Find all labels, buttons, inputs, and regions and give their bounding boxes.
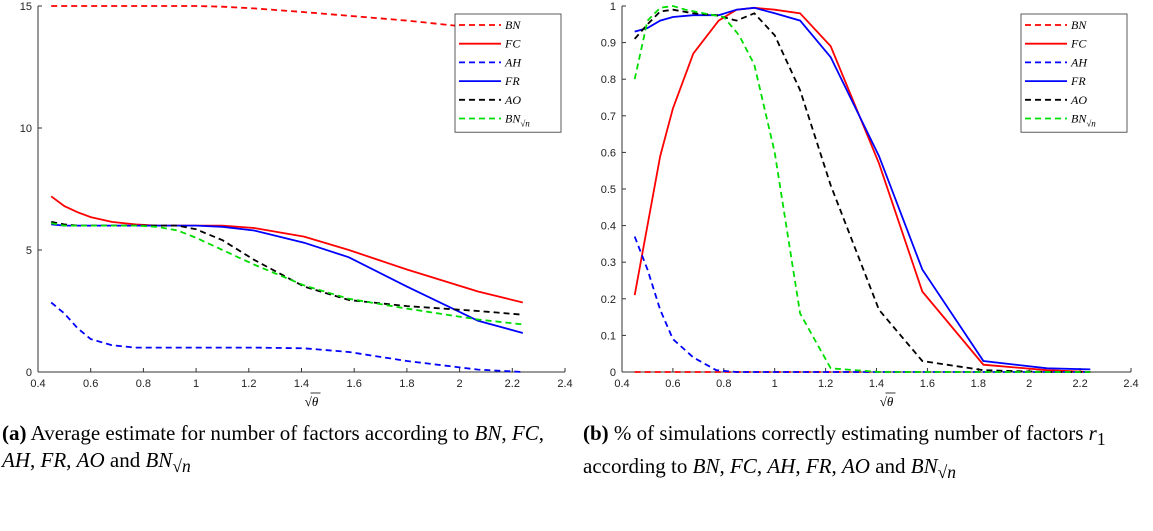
x-tick-label: 1.6 <box>347 378 362 390</box>
legend-box <box>454 13 562 133</box>
x-tick-label: 1.8 <box>399 378 414 390</box>
y-tick-label: 0 <box>610 367 616 379</box>
x-tick-label: 1.2 <box>818 378 833 390</box>
figure-canvas: 0.4 0.6 0.8 1 1.2 1.4 1.6 1.8 2 2.2 2.4051015√θBNF… <box>20 1 1139 409</box>
caption-b-text: % of simulations correctly estimating nu… <box>583 421 1106 483</box>
series-line-BN <box>51 5 523 32</box>
x-tick-label: 1.2 <box>241 378 256 390</box>
legend-label: FR <box>504 74 520 88</box>
series-line-AO <box>634 8 1091 373</box>
x-tick-label: 0.8 <box>716 378 731 390</box>
caption-b-label: (b) <box>583 421 609 445</box>
y-tick-label: 0.5 <box>601 184 616 196</box>
y-tick-label: 5 <box>26 245 32 257</box>
x-tick-label: 2.4 <box>1123 378 1138 390</box>
x-tick-label: 0.4 <box>30 378 45 390</box>
x-tick-label: 1.6 <box>920 378 935 390</box>
x-tick-label: 2.2 <box>505 378 520 390</box>
x-tick-label: 2 <box>1026 378 1032 390</box>
x-tick-label: 1 <box>772 378 778 390</box>
y-tick-label: 0.7 <box>601 111 616 123</box>
caption-b: (b) % of simulations correctly estimatin… <box>583 420 1151 486</box>
x-tick-label: 1.8 <box>971 378 986 390</box>
legend-label: AO <box>504 93 521 107</box>
caption-a-text: Average estimate for number of factors a… <box>2 421 544 477</box>
x-tick-label: 0.6 <box>83 378 98 390</box>
series-line-FC <box>50 195 524 304</box>
x-tick-label: 2.4 <box>557 378 572 390</box>
x-tick-label: 0.6 <box>665 378 680 390</box>
y-tick-label: 0.2 <box>601 294 616 306</box>
y-tick-label: 15 <box>20 1 32 13</box>
y-tick-label: 0.8 <box>601 74 616 86</box>
y-tick-label: 1 <box>610 1 616 13</box>
legend-box <box>1020 13 1128 133</box>
x-tick-label: 1.4 <box>869 378 884 390</box>
y-tick-label: 0.3 <box>601 257 616 269</box>
chart-b: 0.4 0.6 0.8 1 1.2 1.4 1.6 1.8 2 2.2 2.4 0 0.1 0.2 0.3 0… <box>601 1 1139 409</box>
series-line-AH <box>633 236 1091 373</box>
x-tick-label: 2 <box>457 378 463 390</box>
legend-label: BN <box>1071 18 1087 32</box>
x-tick-label: 0.4 <box>614 378 629 390</box>
legend-label: AO <box>1070 93 1087 107</box>
legend-label: FC <box>1070 37 1087 51</box>
series-line-FR <box>634 6 1091 371</box>
caption-a-label: (a) <box>2 421 27 445</box>
y-tick-label: 10 <box>20 123 32 135</box>
series-line-AO <box>51 221 523 316</box>
series-line-AH <box>50 301 523 373</box>
x-axis-label: √θ <box>305 394 319 409</box>
series-line-FC <box>633 6 1091 373</box>
legend-label: AH <box>1070 55 1088 69</box>
y-tick-label: 0.9 <box>601 38 616 50</box>
legend-label: BN <box>505 18 521 32</box>
y-tick-label: 0.1 <box>601 330 616 342</box>
series-line-BNsqrt-n <box>51 222 523 326</box>
x-tick-label: 0.8 <box>136 378 151 390</box>
x-axis-label: √θ <box>880 394 894 409</box>
series-line-BNsqrt-n <box>633 5 1091 373</box>
x-tick-label: 2.2 <box>1072 378 1087 390</box>
legend-label: FC <box>504 37 521 51</box>
x-tick-label: 1.4 <box>294 378 309 390</box>
legend-label: AH <box>504 55 522 69</box>
caption-a: (a) Average estimate for number of facto… <box>2 420 562 480</box>
series-line-FR <box>51 223 524 334</box>
y-tick-label: 0 <box>26 367 32 379</box>
chart-a: 0.4 0.6 0.8 1 1.2 1.4 1.6 1.8 2 2.2 2.4 0 5 10 15 √θ BN F… <box>20 1 573 409</box>
legend-label: FR <box>1070 74 1086 88</box>
y-tick-label: 0.4 <box>601 221 616 233</box>
y-tick-label: 0.6 <box>601 147 616 159</box>
x-tick-label: 1 <box>193 378 199 390</box>
